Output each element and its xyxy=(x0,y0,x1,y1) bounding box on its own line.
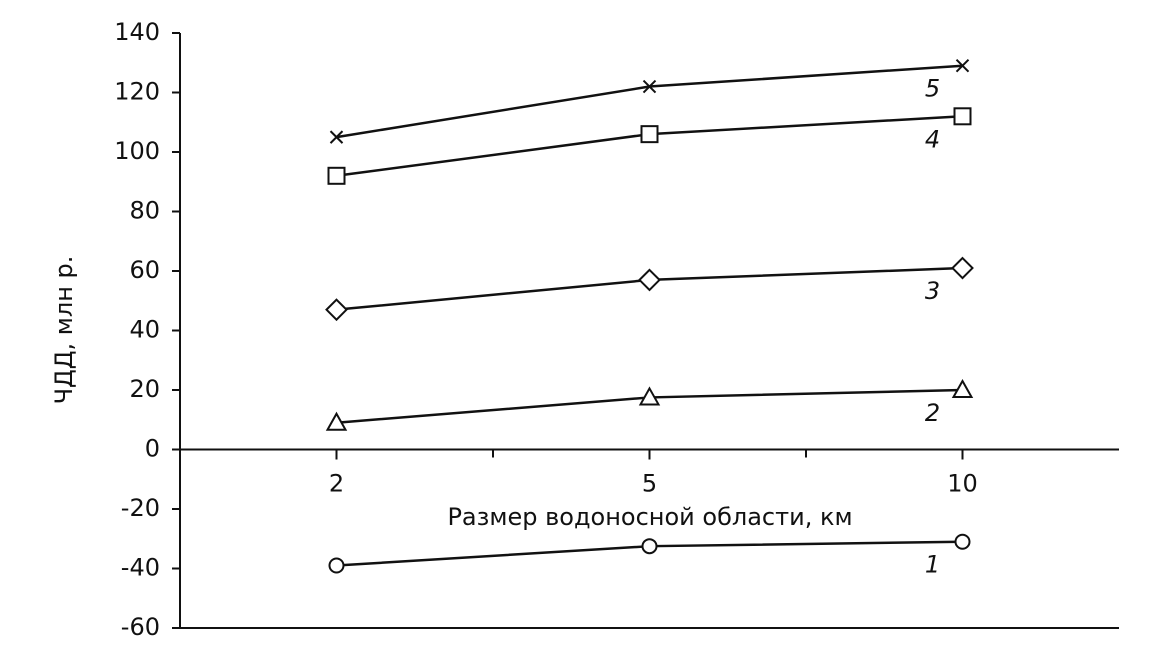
series-label: 1 xyxy=(925,551,940,579)
y-tick-label: -40 xyxy=(121,554,160,582)
series-label: 3 xyxy=(925,277,940,305)
y-tick-label: 40 xyxy=(129,316,160,344)
y-tick-label: 120 xyxy=(114,78,160,106)
y-tick-label: 100 xyxy=(114,137,160,165)
y-tick-label: -20 xyxy=(121,494,160,522)
marker xyxy=(325,411,348,431)
marker xyxy=(641,538,658,555)
marker xyxy=(951,256,974,280)
marker xyxy=(328,557,345,574)
marker xyxy=(955,59,970,73)
y-axis-label: ЧДД, млн р. xyxy=(50,256,78,405)
series-label: 2 xyxy=(925,399,940,427)
marker xyxy=(638,386,661,406)
y-tick-label: 0 xyxy=(145,435,160,463)
marker xyxy=(327,166,346,185)
marker xyxy=(642,79,657,94)
marker xyxy=(951,378,974,398)
x-tick-label: 10 xyxy=(947,470,978,498)
y-tick-label: 60 xyxy=(129,256,160,284)
marker xyxy=(329,130,344,144)
marker xyxy=(953,107,972,126)
series-label: 5 xyxy=(925,75,940,103)
marker xyxy=(640,125,659,144)
marker xyxy=(325,298,348,322)
x-tick-label: 5 xyxy=(642,470,657,498)
y-tick-label: -60 xyxy=(121,613,160,641)
y-tick-label: 80 xyxy=(129,197,160,225)
series-label: 4 xyxy=(925,125,940,153)
y-tick-label: 20 xyxy=(129,375,160,403)
y-tick-label: 140 xyxy=(114,18,160,46)
marker xyxy=(954,533,971,550)
x-tick-label: 2 xyxy=(329,470,344,498)
x-axis-label: Размер водоносной области, км xyxy=(447,503,852,531)
marker xyxy=(638,268,661,292)
